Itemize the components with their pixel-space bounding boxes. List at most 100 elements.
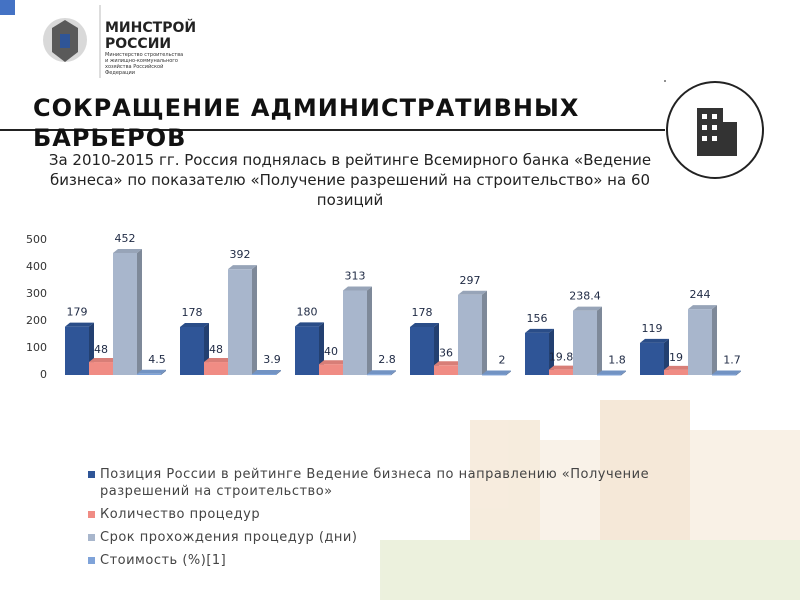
y-tick-label: 100	[26, 341, 47, 354]
bar	[712, 374, 736, 376]
bar-top	[89, 358, 118, 363]
bar	[688, 309, 712, 375]
bar-side	[161, 369, 166, 375]
bar	[113, 252, 137, 375]
data-label: 156	[527, 312, 548, 325]
bar	[180, 326, 204, 375]
legend-label: Срок прохождения процедур (дни)	[100, 530, 358, 545]
bar-side	[712, 305, 717, 375]
data-label: 180	[297, 305, 318, 318]
bar-top	[688, 305, 717, 310]
y-tick-label: 400	[26, 260, 47, 273]
legend-swatch	[88, 511, 95, 518]
bar-side	[664, 338, 669, 375]
bar-top	[252, 369, 281, 374]
bar	[482, 374, 506, 376]
data-label: 40	[324, 345, 338, 358]
data-label: 4.5	[148, 353, 166, 366]
legend-swatch	[88, 534, 95, 541]
data-label: 297	[460, 274, 481, 287]
bar	[319, 364, 343, 375]
bar-top	[549, 365, 578, 370]
bar-top	[573, 306, 602, 311]
legend-swatch	[88, 471, 95, 478]
bar-side	[549, 328, 554, 375]
bar-top	[343, 286, 372, 291]
logo-subtitle: РОССИИ	[105, 36, 171, 52]
bar-side	[137, 248, 142, 375]
legend-swatch	[88, 557, 95, 564]
bar-top	[597, 370, 626, 375]
logo-title: МИНСТРОЙ	[105, 19, 196, 36]
bar-top	[295, 322, 324, 327]
data-label: 238.4	[569, 290, 601, 303]
data-label: 19.8	[549, 351, 574, 364]
bar-top	[712, 370, 741, 375]
data-label: 19	[669, 351, 683, 364]
bar	[252, 373, 276, 375]
data-label: 1.7	[723, 354, 741, 367]
data-label: 178	[182, 306, 203, 319]
building-icon	[697, 108, 737, 156]
slide-title: СОКРАЩЕНИЕ АДМИНИСТРАТИВНЫХ БАРЬЕРОВ	[33, 94, 580, 152]
bar	[367, 374, 391, 376]
legend-label: Количество процедур	[100, 507, 261, 522]
bar	[597, 374, 621, 376]
data-label: 2	[499, 353, 506, 366]
bar	[89, 362, 113, 375]
bar-top	[319, 360, 348, 365]
data-label: 178	[412, 306, 433, 319]
data-label: 392	[230, 248, 251, 261]
data-label: 48	[94, 343, 108, 356]
data-label: 36	[439, 346, 453, 359]
y-tick-label: 500	[26, 233, 47, 246]
bar	[664, 369, 688, 375]
bar	[640, 342, 664, 375]
bar-top	[434, 361, 463, 366]
logo	[43, 5, 101, 78]
bar	[204, 362, 228, 375]
logo-caption: Министерство строительства и жилищно-ком…	[105, 52, 184, 76]
bar	[573, 310, 597, 375]
y-tick-label: 0	[40, 368, 47, 381]
bar-top	[367, 370, 396, 375]
data-label: 2.8	[378, 353, 396, 366]
legend-entry: Количество процедур	[88, 506, 688, 523]
bar-side	[597, 306, 602, 375]
bar-top	[410, 322, 439, 327]
background-buildings	[380, 400, 800, 600]
y-tick-label: 300	[26, 287, 47, 300]
bar	[343, 290, 367, 375]
bar-top	[482, 370, 511, 375]
bar	[458, 294, 482, 375]
bar-top	[228, 265, 257, 270]
bar-top	[204, 358, 233, 363]
bar	[137, 373, 161, 375]
data-label: 1.8	[608, 354, 626, 367]
bar-top	[664, 365, 693, 370]
corner-square	[0, 0, 15, 15]
bar	[228, 269, 252, 375]
legend-label: Стоимость (%)[1]	[100, 553, 227, 568]
data-label: 179	[67, 306, 88, 319]
bar-side	[736, 370, 741, 376]
bar	[525, 332, 549, 375]
bar-top	[640, 338, 669, 343]
bar	[434, 365, 458, 375]
bar	[410, 326, 434, 375]
bar-side	[482, 290, 487, 375]
bar-side	[252, 265, 257, 375]
bar-side	[276, 369, 281, 375]
bar-top	[525, 328, 554, 333]
legend-entry: Позиция России в рейтинге Ведение бизнес…	[88, 466, 688, 500]
bar-side	[621, 370, 626, 376]
bar-top	[65, 322, 94, 327]
bar	[65, 326, 89, 375]
legend: Позиция России в рейтинге Ведение бизнес…	[88, 466, 688, 575]
data-label: 119	[642, 322, 663, 335]
data-label: 48	[209, 343, 223, 356]
bar-side	[434, 322, 439, 375]
legend-entry: Срок прохождения процедур (дни)	[88, 529, 688, 546]
